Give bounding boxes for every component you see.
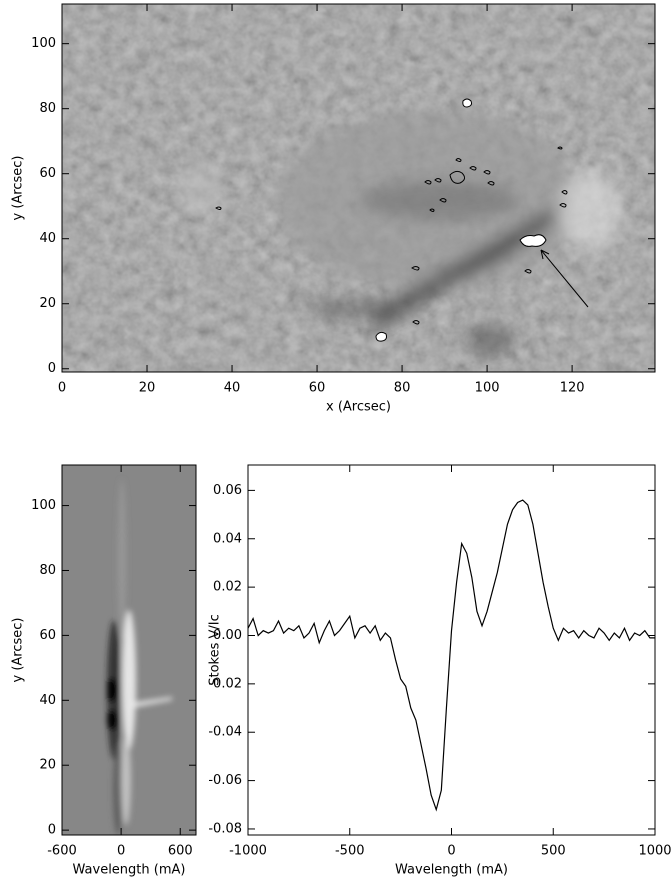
dark-lobe (107, 678, 117, 702)
x-tick-label: 0 (447, 844, 455, 859)
bright-streak (130, 697, 172, 708)
y-axis-title: y (Arcsec) (11, 156, 26, 221)
y-tick-label: -0.08 (208, 821, 242, 836)
x-tick-label: 600 (168, 844, 193, 859)
y-tick-label: 20 (39, 758, 56, 773)
y-tick-label: 0.04 (213, 531, 242, 546)
magnetogram-image (62, 4, 655, 372)
plot-frame (61, 464, 197, 836)
y-tick-label: 40 (39, 693, 56, 708)
y-tick-label: 80 (39, 563, 56, 578)
y-tick-label: 40 (39, 231, 56, 246)
y-tick-label: -0.04 (208, 725, 242, 740)
y-tick-label: 100 (31, 36, 56, 51)
x-tick-label: -600 (47, 844, 77, 859)
contour (424, 158, 495, 212)
y-tick-label: 0.02 (213, 580, 242, 595)
x-tick-label: 100 (475, 381, 500, 396)
y-tick-label: 80 (39, 101, 56, 116)
y-tick-label: 20 (39, 296, 56, 311)
y-axis-title: y (Arcsec) (11, 618, 26, 683)
y-tick-label: 0 (48, 823, 56, 838)
bright-region (560, 170, 620, 250)
dark-lobe (107, 710, 117, 730)
plot-frame (247, 464, 656, 836)
data-line (247, 499, 655, 812)
y-tick-label: -0.02 (208, 676, 242, 691)
y-tick-label: 0.00 (213, 628, 242, 643)
arrow-shaft (540, 249, 589, 308)
y-tick-label: 100 (31, 498, 56, 513)
y-tick-label: -0.06 (208, 773, 242, 788)
x-tick-label: 0 (58, 381, 66, 396)
x-tick-label: 40 (224, 381, 241, 396)
x-axis-title: x (Arcsec) (326, 400, 391, 415)
dark-band (300, 270, 460, 320)
x-axis-title: Wavelength (mA) (395, 863, 508, 878)
x-tick-label: -500 (335, 844, 365, 859)
x-tick-label: 20 (139, 381, 156, 396)
x-axis-title: Wavelength (mA) (73, 863, 186, 878)
x-tick-label: 120 (560, 381, 585, 396)
bright-region (180, 165, 220, 215)
contour (215, 146, 568, 325)
faint-lobe (118, 480, 126, 640)
x-tick-label: 500 (541, 844, 566, 859)
dark-lobe (113, 745, 123, 835)
y-tick-label: 0.06 (213, 483, 242, 498)
x-tick-label: -1000 (229, 844, 267, 859)
y-tick-label: 60 (39, 166, 56, 181)
spectrogram-image (62, 465, 196, 835)
x-tick-label: 0 (117, 844, 125, 859)
contour (375, 331, 387, 342)
x-tick-label: 80 (394, 381, 411, 396)
y-axis-title: Stokes V/Ic (208, 614, 223, 686)
x-tick-label: 60 (309, 381, 326, 396)
contour (519, 234, 547, 247)
contours (215, 98, 568, 342)
x-tick-label: 1000 (638, 844, 671, 859)
bright-lobe (122, 610, 136, 750)
y-tick-label: 60 (39, 628, 56, 643)
plot-frame (61, 3, 656, 373)
arrow-head (540, 249, 550, 260)
contour (462, 98, 472, 108)
dark-region (465, 325, 515, 355)
bright-lobe (121, 735, 131, 825)
image-features (107, 480, 172, 835)
contour (449, 170, 466, 184)
y-tick-label: 0 (48, 361, 56, 376)
